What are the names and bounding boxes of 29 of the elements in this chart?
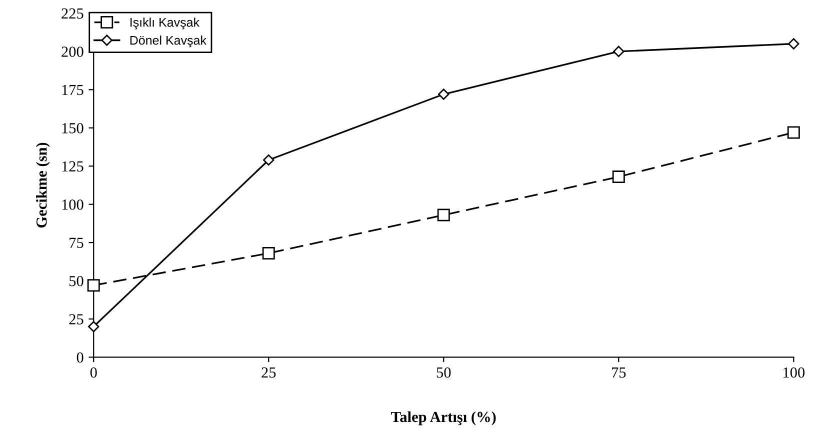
x-tick-label: 0 [90,367,97,378]
point [262,247,275,260]
x-tick-label: 75 [612,368,626,378]
y-tick-label: 200 [62,46,84,57]
legend-label: Dönel Kavşak [130,36,206,48]
x-axis-title: Talep Artışı (%) [391,411,496,426]
y-tick-label: 175 [62,84,84,96]
point [613,46,624,58]
point [787,126,800,139]
y-tick-label: 125 [62,161,84,172]
y-tick-label: 100 [62,199,84,210]
y-axis-title: Gecikme (sn) [36,142,50,228]
point [437,208,450,222]
x-tick-label: 100 [784,367,805,378]
point [88,321,100,332]
y-tick-label: 225 [62,8,84,19]
point [263,154,274,166]
legend-label: Işıklı Kavşak [130,18,200,30]
y-tick-label: 75 [70,238,84,248]
y-tick-label: 150 [62,123,84,134]
x-tick-label: 25 [262,367,276,378]
y-tick-label: 50 [70,276,84,286]
x-tick-label: 50 [436,367,451,378]
y-tick-label: 0 [76,352,84,363]
point [438,88,450,100]
point [87,279,100,292]
point [612,170,625,184]
point [788,38,800,50]
y-tick-label: 25 [69,314,84,324]
